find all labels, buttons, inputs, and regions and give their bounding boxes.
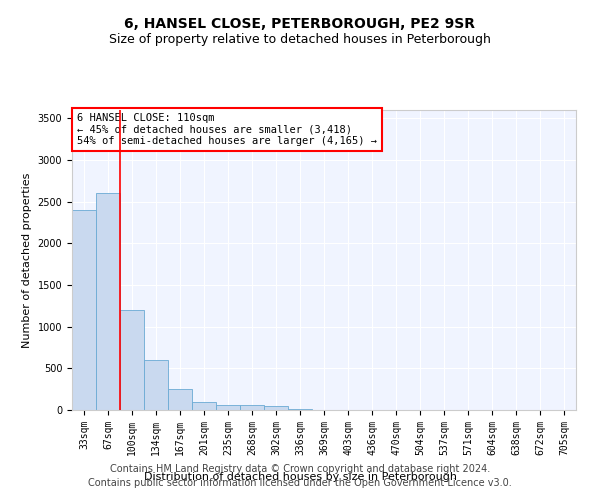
Bar <box>96 194 120 410</box>
Bar <box>144 360 168 410</box>
Bar <box>192 402 216 410</box>
Bar <box>72 210 96 410</box>
Text: Distribution of detached houses by size in Peterborough: Distribution of detached houses by size … <box>143 472 457 482</box>
Bar <box>240 406 264 410</box>
Bar <box>216 405 240 410</box>
Bar <box>168 389 192 410</box>
Bar <box>264 406 288 410</box>
Text: Size of property relative to detached houses in Peterborough: Size of property relative to detached ho… <box>109 32 491 46</box>
Text: 6, HANSEL CLOSE, PETERBOROUGH, PE2 9SR: 6, HANSEL CLOSE, PETERBOROUGH, PE2 9SR <box>125 18 476 32</box>
Text: Contains HM Land Registry data © Crown copyright and database right 2024.
Contai: Contains HM Land Registry data © Crown c… <box>88 464 512 487</box>
Bar <box>120 310 144 410</box>
Bar <box>288 409 312 410</box>
Y-axis label: Number of detached properties: Number of detached properties <box>22 172 32 348</box>
Text: 6 HANSEL CLOSE: 110sqm
← 45% of detached houses are smaller (3,418)
54% of semi-: 6 HANSEL CLOSE: 110sqm ← 45% of detached… <box>77 113 377 146</box>
